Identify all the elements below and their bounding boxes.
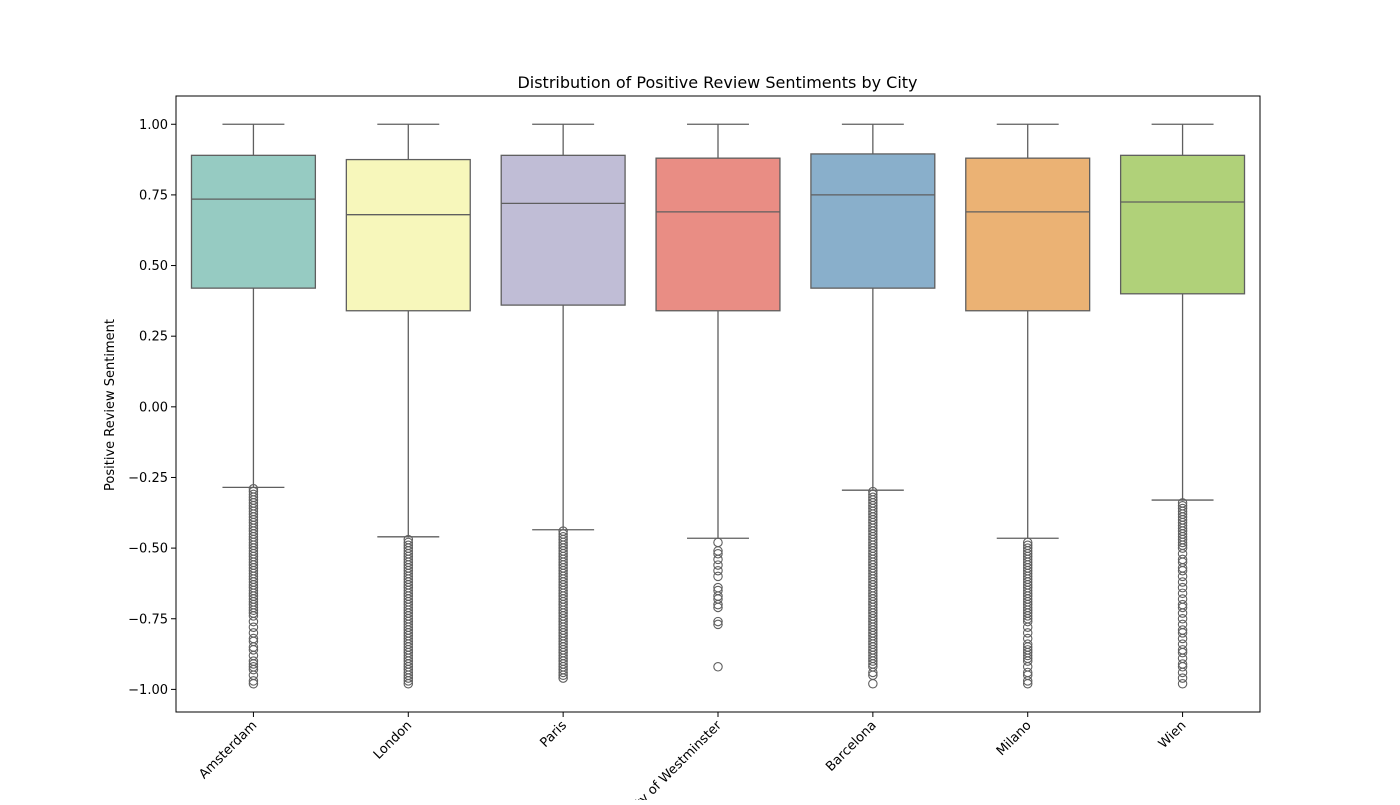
outlier-point (1177, 537, 1188, 548)
outlier-point (1177, 614, 1188, 624)
outlier-point (248, 611, 259, 621)
outlier-point (1177, 628, 1188, 638)
plot-area (190, 123, 1246, 689)
box-iqr (965, 157, 1091, 312)
outlier-point (713, 619, 723, 630)
y-tick-label: −0.75 (128, 612, 168, 627)
outlier-point (713, 599, 723, 610)
y-tick-label: 0.75 (139, 188, 168, 203)
outlier-point (868, 656, 878, 666)
box-group (1119, 123, 1246, 689)
y-tick-label: 0.50 (139, 259, 168, 274)
box-group (500, 123, 626, 683)
outlier-point (713, 662, 723, 672)
y-tick-label: 1.00 (139, 118, 168, 133)
chart-title: Distribution of Positive Review Sentimen… (517, 73, 917, 92)
outlier-point (1177, 633, 1188, 644)
box-group (655, 123, 781, 672)
y-tick-label: −0.25 (128, 471, 168, 486)
outlier-point (1177, 582, 1188, 593)
outlier-point (403, 676, 414, 686)
box-group (810, 123, 936, 689)
outlier-point (1022, 628, 1033, 638)
outlier-point (713, 554, 723, 565)
outlier-point (248, 622, 259, 632)
outlier-point (1177, 667, 1188, 678)
outlier-point (1022, 611, 1033, 621)
box-group (965, 123, 1091, 689)
x-tick-label: City of Westminster (624, 718, 726, 800)
y-tick-label: 0.25 (139, 330, 168, 345)
outlier-point (558, 673, 568, 683)
outlier-point (1022, 650, 1033, 661)
outlier-point (558, 670, 568, 681)
box-group (190, 123, 317, 689)
y-tick-label: −1.00 (128, 683, 168, 698)
outlier-point (713, 549, 723, 559)
outlier-point (1177, 543, 1188, 553)
box-iqr (810, 153, 936, 289)
outlier-point (713, 560, 723, 570)
outlier-point (248, 605, 259, 616)
outlier-point (1177, 608, 1188, 618)
outlier-point (248, 664, 259, 675)
outlier-point (1177, 588, 1188, 599)
outlier-point (1177, 577, 1188, 587)
outlier-point (248, 676, 259, 686)
y-tick-label: −0.50 (128, 542, 168, 557)
x-tick-label: Paris (537, 718, 570, 751)
box-iqr (1119, 154, 1246, 295)
outlier-point (713, 602, 723, 613)
outlier-point (1177, 565, 1188, 576)
x-tick-label: Wien (1156, 718, 1190, 752)
outlier-point (713, 616, 723, 627)
outlier-point (1177, 673, 1188, 683)
outlier-point (558, 667, 568, 678)
outlier-point (713, 565, 723, 576)
outlier-point (248, 659, 259, 669)
x-tick-label: Amsterdam (196, 718, 260, 782)
plot-frame (175, 95, 1261, 713)
x-tick-label: London (371, 718, 415, 762)
outlier-point (713, 571, 723, 582)
outlier-point (1177, 662, 1188, 672)
outlier-point (1177, 602, 1188, 613)
y-axis-label: Positive Review Sentiment (103, 319, 118, 491)
outlier-point (1022, 622, 1033, 632)
outlier-point (868, 678, 878, 689)
box-iqr (190, 154, 317, 289)
box-iqr (655, 157, 781, 312)
x-tick-label: Barcelona (823, 718, 879, 774)
outlier-point (1177, 678, 1188, 689)
outlier-point (403, 673, 414, 683)
outlier-point (1022, 616, 1033, 627)
x-tick-label: Milano (994, 718, 1035, 759)
outlier-point (403, 678, 414, 689)
outlier-point (868, 667, 878, 678)
box-iqr (500, 154, 626, 306)
outlier-point (1022, 656, 1033, 666)
box-iqr (345, 158, 471, 312)
outlier-point (1022, 676, 1033, 686)
outlier-point (248, 645, 259, 655)
outlier-point (1177, 571, 1188, 582)
outlier-point (713, 537, 723, 548)
y-tick-label: 0.00 (139, 400, 168, 415)
outlier-point (248, 678, 259, 689)
box-group (345, 123, 471, 689)
outlier-point (1177, 647, 1188, 658)
outlier-point (248, 616, 259, 627)
outlier-point (1022, 678, 1033, 689)
